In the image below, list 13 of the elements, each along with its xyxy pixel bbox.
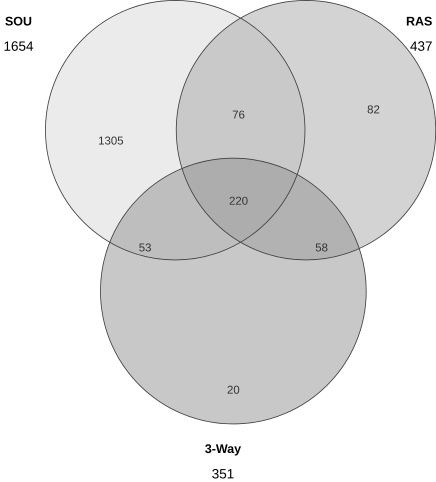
text: 220 — [230, 196, 248, 205]
text: 20 — [227, 386, 240, 394]
category-label: 3-Way — [205, 444, 241, 456]
category-label: RAS — [406, 16, 432, 26]
text: 1305 — [98, 136, 123, 145]
text: 82 — [368, 105, 380, 114]
category-label: SOU — [5, 16, 32, 26]
text: 76 — [232, 110, 244, 119]
text: 53 — [139, 243, 151, 252]
data-label: 1654 — [4, 41, 34, 51]
data-label: 351 — [212, 468, 234, 479]
text: 58 — [316, 243, 328, 252]
data-label: 437 — [410, 41, 432, 51]
